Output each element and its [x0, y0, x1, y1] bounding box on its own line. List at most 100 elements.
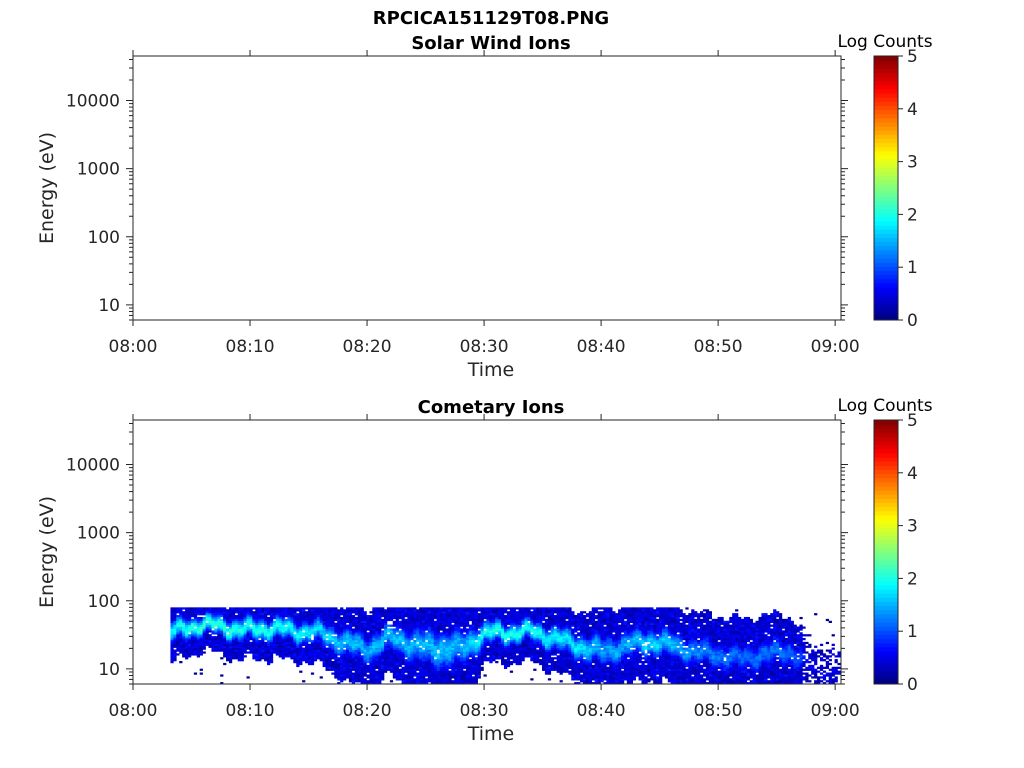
spectrogram-cell	[337, 611, 341, 614]
spectrogram-cell	[363, 672, 367, 675]
spectrogram-cell	[609, 609, 613, 612]
spectrogram-cell	[310, 639, 315, 643]
spectrogram-cell	[518, 645, 522, 648]
spectrogram-cell	[594, 666, 598, 669]
spectrogram-cell	[375, 674, 379, 677]
spectrogram-cell	[188, 638, 192, 641]
spectrogram-cell	[188, 622, 192, 625]
spectrogram-cell	[258, 655, 262, 658]
spectrogram-cell	[234, 630, 239, 633]
spectrogram-cell	[281, 620, 285, 623]
spectrogram-cell	[369, 639, 373, 643]
spectrogram-cell	[480, 636, 484, 639]
spectrogram-cell	[182, 607, 186, 610]
spectrogram-cell	[603, 613, 607, 616]
spectrogram-cell	[375, 615, 379, 618]
spectrogram-cell	[577, 620, 581, 623]
spectrogram-cell	[343, 645, 347, 648]
spectrogram-cell	[325, 618, 329, 622]
spectrogram-cell	[386, 641, 391, 645]
spectrogram-cell	[234, 611, 239, 614]
spectrogram-cell	[310, 618, 315, 622]
spectrogram-cell	[316, 653, 320, 656]
spectrogram-cell	[477, 622, 481, 625]
spectrogram-cell	[565, 638, 569, 641]
spectrogram-cell	[612, 613, 616, 616]
spectrogram-cell	[463, 672, 467, 675]
spectrogram-cell	[331, 615, 335, 618]
spectrogram-cell	[410, 659, 414, 662]
spectrogram-cell	[410, 682, 414, 685]
spectrogram-cell	[223, 651, 227, 654]
spectrogram-cell	[468, 639, 473, 643]
spectrogram-cell	[252, 657, 256, 660]
spectrogram-cell	[372, 655, 376, 658]
spectrogram-cell	[243, 634, 247, 637]
spectrogram-cell	[348, 643, 353, 646]
spectrogram-cell	[307, 636, 312, 639]
spectrogram-cell	[278, 611, 282, 614]
spectrogram-cell	[501, 639, 505, 643]
spectrogram-cell	[562, 611, 566, 614]
spectrogram-cell	[495, 639, 499, 643]
spectrogram-cell	[264, 620, 268, 623]
spectrogram-cell	[439, 662, 443, 666]
spectrogram-cell	[351, 678, 356, 681]
spectrogram-cell	[354, 655, 358, 658]
spectrogram-cell	[299, 645, 303, 648]
spectrogram-cell	[512, 634, 516, 637]
spectrogram-cell	[565, 655, 569, 658]
spectrogram-cell	[571, 636, 575, 639]
spectrogram-cell	[354, 624, 358, 627]
spectrogram-cell	[246, 611, 250, 614]
spectrogram-cell	[612, 664, 616, 668]
spectrogram-cell	[568, 639, 572, 643]
spectrogram-cell	[562, 616, 566, 620]
spectrogram-cell	[404, 655, 408, 658]
spectrogram-cell	[582, 655, 587, 658]
spectrogram-cell	[451, 662, 455, 666]
spectrogram-cell	[179, 632, 183, 635]
spectrogram-cell	[530, 634, 534, 637]
spectrogram-cell	[287, 624, 291, 627]
spectrogram-cell	[445, 620, 449, 623]
spectrogram-cell	[571, 674, 575, 677]
spectrogram-cell	[375, 613, 379, 616]
spectrogram-cell	[483, 647, 487, 650]
spectrogram-cell	[299, 624, 303, 627]
spectrogram-cell	[188, 628, 192, 631]
spectrogram-cell	[392, 639, 397, 643]
spectrogram-cell	[220, 632, 224, 635]
spectrogram-cell	[509, 626, 514, 629]
spectrogram-cell	[503, 636, 508, 639]
colorbar-segment	[874, 138, 898, 144]
spectrogram-cell	[214, 645, 218, 648]
spectrogram-cell	[498, 649, 502, 652]
spectrogram-cell	[296, 661, 300, 664]
spectrogram-cell	[357, 680, 361, 683]
spectrogram-cell	[228, 657, 233, 660]
spectrogram-cell	[395, 676, 399, 679]
spectrogram-cell	[556, 632, 560, 635]
panel-title: Cometary Ions	[418, 397, 565, 418]
spectrogram-cell	[506, 607, 511, 610]
spectrogram-cell	[492, 618, 496, 622]
spectrogram-cell	[255, 628, 259, 631]
spectrogram-cell	[609, 647, 613, 650]
spectrogram-cell	[562, 632, 566, 635]
x-tick-label: 09:00	[811, 337, 860, 357]
spectrogram-cell	[430, 607, 435, 610]
spectrogram-cell	[565, 645, 569, 648]
spectrogram-cell	[305, 651, 309, 654]
spectrogram-cell	[351, 615, 356, 618]
spectrogram-cell	[401, 624, 405, 627]
spectrogram-cell	[354, 618, 358, 622]
spectrogram-cell	[544, 668, 549, 671]
spectrogram-cell	[407, 676, 411, 679]
spectrogram-cell	[495, 655, 499, 658]
spectrogram-cell	[185, 622, 189, 625]
spectrogram-cell	[246, 609, 250, 612]
spectrogram-cell	[290, 622, 294, 625]
spectrogram-cell	[533, 659, 537, 662]
spectrogram-cell	[457, 618, 461, 622]
